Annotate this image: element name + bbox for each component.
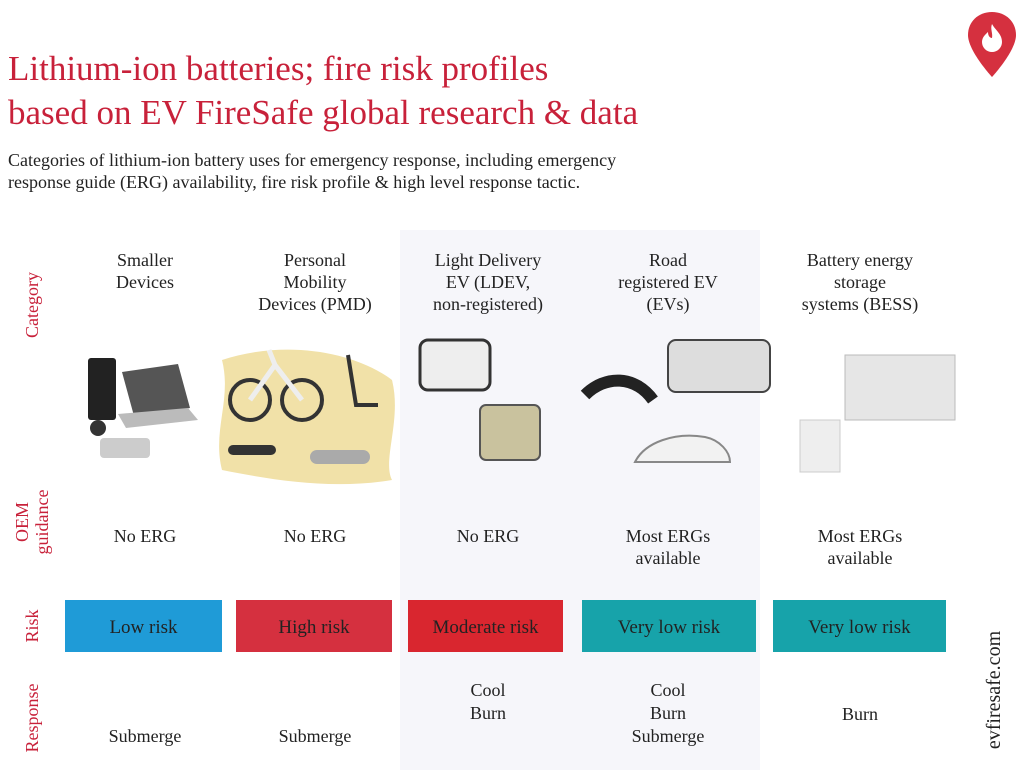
category-label: Light Delivery bbox=[435, 250, 541, 270]
category-label: Devices (PMD) bbox=[258, 294, 371, 315]
oem-guidance: available bbox=[636, 548, 701, 568]
row-label: Risk bbox=[22, 609, 42, 642]
category-label: storage bbox=[834, 272, 886, 292]
category-label: EV (LDEV, bbox=[446, 272, 530, 293]
title: Lithium-ion batteries; fire risk profile… bbox=[8, 49, 548, 88]
bess-container bbox=[845, 355, 955, 420]
category-label: Devices bbox=[116, 272, 174, 292]
response: Submerge bbox=[109, 726, 182, 746]
category-label: Smaller bbox=[117, 250, 173, 270]
oem-guidance: No ERG bbox=[114, 526, 177, 546]
ldev-vehicle bbox=[420, 340, 490, 390]
oem-guidance: available bbox=[828, 548, 893, 568]
skateboard bbox=[228, 445, 276, 455]
category-label: Road bbox=[649, 250, 687, 270]
response: Submerge bbox=[279, 726, 352, 746]
charger bbox=[100, 438, 150, 458]
response: Submerge bbox=[632, 726, 705, 746]
row-label: Response bbox=[22, 683, 42, 752]
response: Cool bbox=[650, 680, 685, 700]
row-label: Category bbox=[22, 272, 42, 338]
category-label: (EVs) bbox=[647, 294, 690, 315]
hoverboard bbox=[310, 450, 370, 464]
title: based on EV FireSafe global research & d… bbox=[8, 93, 639, 132]
earbuds bbox=[90, 420, 106, 436]
risk-label: Very low risk bbox=[808, 617, 911, 638]
subtitle: response guide (ERG) availability, fire … bbox=[8, 172, 580, 193]
golf-cart bbox=[480, 405, 540, 460]
category-label: Personal bbox=[284, 250, 346, 270]
bess-unit bbox=[800, 420, 840, 472]
laptop-screen bbox=[122, 364, 190, 416]
response: Burn bbox=[650, 703, 686, 723]
risk-label: Moderate risk bbox=[432, 617, 539, 638]
infographic: Lithium-ion batteries; fire risk profile… bbox=[0, 0, 1016, 773]
oem-guidance: Most ERGs bbox=[818, 526, 903, 546]
category-label: non-registered) bbox=[433, 294, 543, 315]
row-label: OEM bbox=[12, 502, 32, 542]
row-label: guidance bbox=[32, 490, 52, 555]
oem-guidance: No ERG bbox=[284, 526, 347, 546]
risk-label: High risk bbox=[278, 617, 350, 638]
oem-guidance: Most ERGs bbox=[626, 526, 711, 546]
oem-guidance: No ERG bbox=[457, 526, 520, 546]
response: Cool bbox=[470, 680, 505, 700]
website: evfiresafe.com bbox=[983, 630, 1005, 749]
tablet bbox=[88, 358, 116, 420]
risk-label: Low risk bbox=[109, 617, 178, 638]
response: Burn bbox=[470, 703, 506, 723]
category-label: Mobility bbox=[283, 272, 346, 292]
risk-label: Very low risk bbox=[618, 617, 721, 638]
subtitle: Categories of lithium-ion battery uses f… bbox=[8, 150, 616, 170]
category-label: Battery energy bbox=[807, 250, 913, 270]
bus bbox=[668, 340, 770, 392]
category-label: registered EV bbox=[618, 272, 717, 292]
response: Burn bbox=[842, 704, 878, 724]
pmd-background bbox=[219, 350, 395, 485]
category-label: systems (BESS) bbox=[802, 294, 919, 315]
